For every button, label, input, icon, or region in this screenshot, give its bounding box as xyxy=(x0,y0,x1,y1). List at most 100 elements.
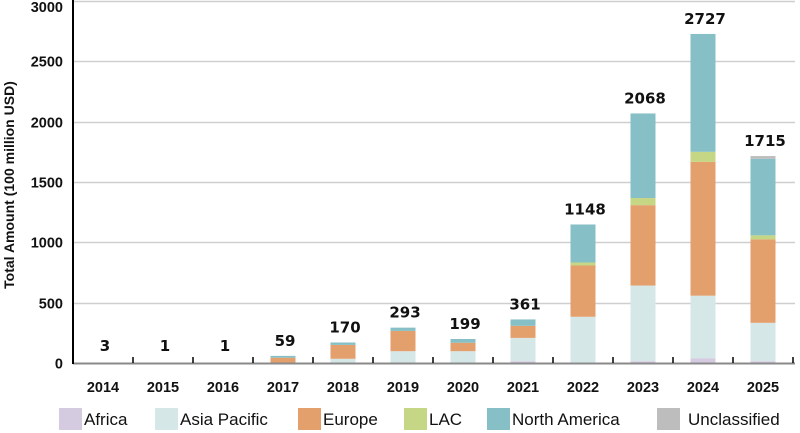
bar-segment-north-america xyxy=(510,319,536,326)
bar-segment-north-america xyxy=(270,355,296,358)
bar-stack-2019 xyxy=(390,327,416,363)
legend-swatch xyxy=(59,408,82,430)
bar-stack-2020 xyxy=(450,338,476,363)
x-tick-label: 2014 xyxy=(87,380,119,396)
y-tick-label: 1000 xyxy=(31,236,63,252)
x-tick-label: 2018 xyxy=(327,380,359,396)
total-label: 293 xyxy=(389,304,420,322)
legend-label: North America xyxy=(512,410,620,429)
gridlines xyxy=(73,0,795,305)
bar-segment-lac xyxy=(750,235,776,240)
bar-segment-europe xyxy=(690,161,716,296)
legend-label: LAC xyxy=(429,410,462,429)
legend-item-europe: Europe xyxy=(298,408,378,430)
bar-stack-2022 xyxy=(570,224,596,364)
bar-segment-asia-pacific xyxy=(510,337,536,362)
bar-stack-2025 xyxy=(750,156,776,363)
total-label: 3 xyxy=(100,337,110,355)
bar-segment-europe xyxy=(510,325,536,338)
x-axis-tick-labels: 2014 2015 2016 2017 2018 2019 2020 2021 2022 2023… xyxy=(87,380,779,396)
bar-stack-2024 xyxy=(690,33,716,363)
legend-item-north-america: North America xyxy=(487,408,620,430)
legend-label: Asia Pacific xyxy=(180,410,268,429)
total-label: 199 xyxy=(449,315,480,333)
x-tick-label: 2021 xyxy=(507,380,539,396)
bar-segment-north-america xyxy=(690,33,716,152)
bar-segment-africa xyxy=(630,361,656,363)
bar-segment-europe xyxy=(390,330,416,352)
bar-segment-asia-pacific xyxy=(750,322,776,362)
x-tick-label: 2023 xyxy=(627,380,659,396)
y-axis-tick-labels: 0 500 1000 1500 2000 2500 3000 xyxy=(31,0,63,373)
bar-segment-north-america xyxy=(450,338,476,343)
total-label: 170 xyxy=(329,318,360,336)
x-tick-label: 2024 xyxy=(687,380,719,396)
bar-segment-asia-pacific xyxy=(450,351,476,363)
bar-segment-europe xyxy=(450,342,476,352)
bar-segment-lac xyxy=(570,262,596,266)
total-label: 59 xyxy=(275,332,296,350)
bar-segment-asia-pacific xyxy=(330,358,356,363)
y-tick-label: 2500 xyxy=(31,55,63,71)
bar-stack-2018 xyxy=(330,342,356,363)
x-tick-label: 2019 xyxy=(387,380,419,396)
bar-stack-2017 xyxy=(270,355,296,364)
bar-segment-africa xyxy=(510,361,536,363)
legend-swatch xyxy=(657,408,680,430)
legend-swatch xyxy=(298,408,321,430)
x-tick-label: 2020 xyxy=(447,380,479,396)
bar-segment-europe xyxy=(570,265,596,317)
bar-stack-2023 xyxy=(630,113,656,363)
bar-segment-asia-pacific xyxy=(630,285,656,362)
bar-segment-asia-pacific xyxy=(570,316,596,363)
legend-item-asia-pacific: Asia Pacific xyxy=(155,408,268,430)
bar-segment-unclassified xyxy=(750,156,776,159)
y-tick-label: 1500 xyxy=(31,176,63,192)
legend-swatch xyxy=(155,408,178,430)
y-tick-label: 500 xyxy=(39,297,63,313)
bar-stack-2021 xyxy=(510,319,536,363)
bar-segment-lac xyxy=(630,198,656,206)
bar-segment-north-america xyxy=(570,224,596,263)
legend-item-unclassified: Unclassified xyxy=(657,408,780,430)
legend-swatch xyxy=(487,408,510,430)
legend-label: Africa xyxy=(84,410,128,429)
legend-label: Unclassified xyxy=(688,410,780,429)
axes xyxy=(72,0,795,365)
total-label: 2727 xyxy=(684,10,726,28)
bar-segment-africa xyxy=(690,358,716,363)
bar-segment-north-america xyxy=(750,158,776,236)
legend-item-lac: LAC xyxy=(404,408,462,430)
bar-segment-north-america xyxy=(330,342,356,345)
bar-series xyxy=(90,33,776,364)
x-tick-label: 2017 xyxy=(267,380,299,396)
total-data-labels: 3 1 1 59 170 293 199 361 1148 2068 2727 1715 xyxy=(100,10,786,355)
bar-segment-africa xyxy=(750,361,776,363)
y-tick-label: 3000 xyxy=(31,0,63,16)
bar-segment-europe xyxy=(630,205,656,286)
total-label: 361 xyxy=(509,295,540,313)
legend-item-africa: Africa xyxy=(59,408,128,430)
x-tick-label: 2025 xyxy=(747,380,779,396)
total-label: 1 xyxy=(160,337,170,355)
x-tick-label: 2022 xyxy=(567,380,599,396)
legend: Africa Asia Pacific Europe LAC North America… xyxy=(59,408,780,430)
bar-segment-north-america xyxy=(390,327,416,331)
x-tick-label: 2016 xyxy=(207,380,239,396)
y-tick-label: 0 xyxy=(55,357,63,373)
bar-segment-asia-pacific xyxy=(690,295,716,359)
x-tick-label: 2015 xyxy=(147,380,179,396)
bar-segment-north-america xyxy=(630,113,656,199)
bar-segment-asia-pacific xyxy=(390,351,416,363)
total-label: 2068 xyxy=(624,89,666,107)
legend-label: Europe xyxy=(323,410,378,429)
total-label: 1 xyxy=(220,337,230,355)
bar-segment-europe xyxy=(750,239,776,323)
bar-segment-europe xyxy=(270,357,296,363)
y-tick-label: 2000 xyxy=(31,116,63,132)
total-label: 1148 xyxy=(564,200,606,218)
y-axis-label: Total Amount (100 million USD) xyxy=(1,81,17,289)
total-label: 1715 xyxy=(744,132,786,150)
bar-segment-lac xyxy=(690,151,716,162)
